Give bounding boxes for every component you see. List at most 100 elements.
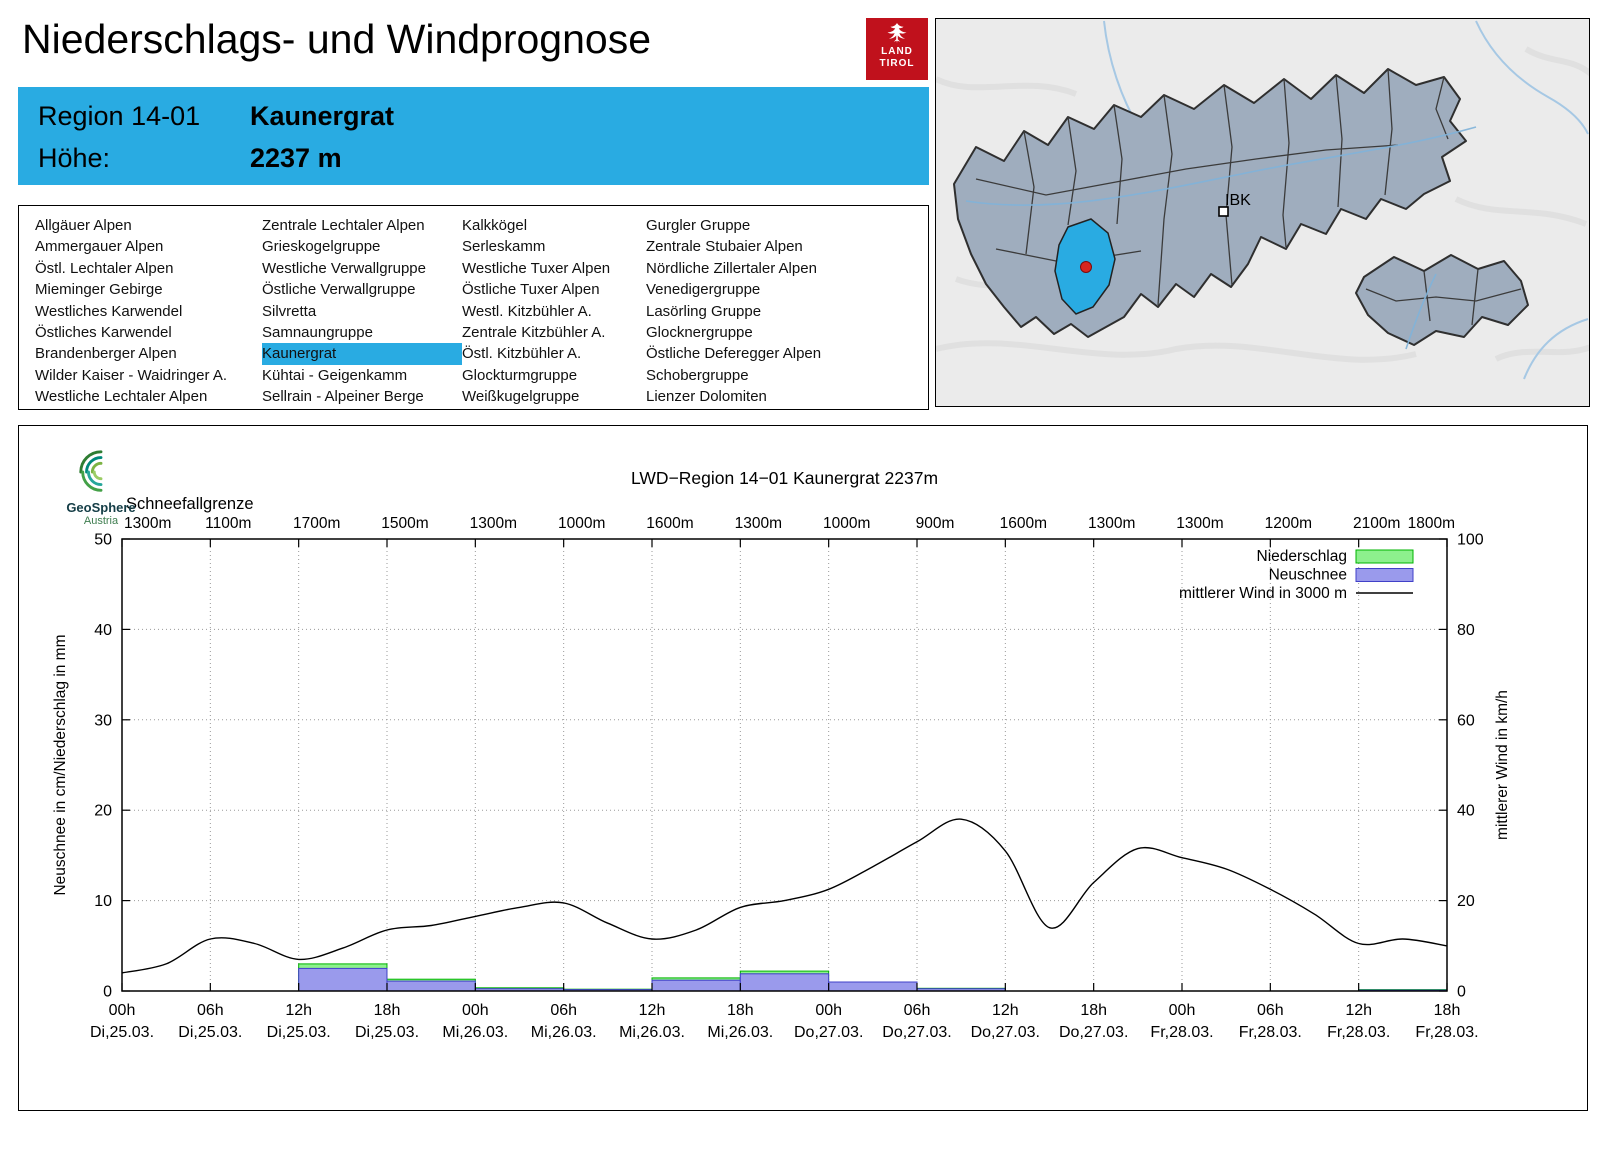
region-item[interactable]: Nördliche Zillertaler Alpen (646, 259, 817, 277)
region-item[interactable]: Östliche Verwallgruppe (262, 281, 416, 299)
svg-text:Di,25.03.: Di,25.03. (267, 1024, 331, 1041)
region-item[interactable]: Glockturmgruppe (462, 366, 578, 384)
region-item[interactable]: Zentrale Lechtaler Alpen (262, 217, 425, 234)
svg-text:0: 0 (103, 984, 112, 1001)
svg-text:18h: 18h (1080, 1002, 1107, 1019)
geosphere-spiral-icon (79, 450, 103, 492)
svg-text:Fr,28.03.: Fr,28.03. (1415, 1024, 1478, 1041)
region-item[interactable]: Kühtai - Geigenkamm (262, 366, 408, 384)
region-item[interactable]: Weißkugelgruppe (462, 388, 580, 406)
svg-text:40: 40 (94, 622, 112, 639)
region-item[interactable]: Östl. Kitzbühler A. (462, 345, 582, 363)
svg-text:1100m: 1100m (205, 515, 251, 532)
svg-text:1800m: 1800m (1408, 515, 1455, 532)
svg-text:Mi,26.03.: Mi,26.03. (619, 1024, 685, 1041)
region-item[interactable]: Zentrale Stubaier Alpen (646, 238, 803, 256)
svg-text:1500m: 1500m (381, 515, 428, 532)
region-item[interactable]: Gurgler Gruppe (646, 217, 751, 234)
svg-text:1200m: 1200m (1265, 515, 1312, 532)
tirol-map: IBK (935, 18, 1590, 407)
region-item[interactable]: Westliches Karwendel (35, 302, 183, 320)
region-item[interactable]: Serleskamm (462, 238, 546, 256)
svg-text:1000m: 1000m (823, 515, 870, 532)
region-item[interactable]: Westliche Tuxer Alpen (462, 259, 611, 277)
region-item[interactable]: Östliche Deferegger Alpen (646, 345, 822, 363)
region-item[interactable]: Glocknergruppe (646, 324, 753, 342)
svg-text:900m: 900m (916, 515, 955, 532)
svg-text:Mi,26.03.: Mi,26.03. (442, 1024, 508, 1041)
region-item[interactable]: Brandenberger Alpen (35, 345, 177, 363)
svg-text:80: 80 (1457, 622, 1475, 639)
region-marker-dot (1080, 261, 1092, 273)
svg-text:Niederschlag: Niederschlag (1257, 548, 1347, 565)
svg-text:1600m: 1600m (1000, 515, 1047, 532)
region-item[interactable]: Grieskogelgruppe (262, 238, 381, 256)
region-item[interactable]: Kaunergrat (262, 343, 462, 365)
svg-text:Di,25.03.: Di,25.03. (355, 1024, 419, 1041)
y-left-ticklabels: 0 10 20 30 40 50 (94, 532, 112, 1001)
region-item[interactable]: Kalkkögel (462, 217, 528, 234)
svg-text:06h: 06h (904, 1002, 931, 1019)
region-item[interactable]: Westliche Lechtaler Alpen (35, 388, 208, 406)
snowline-values: 1300m 1100m 1700m 1500m 1300m 1000m 1600m 1300m… (124, 515, 1455, 532)
region-item[interactable]: Westliche Verwallgruppe (262, 259, 426, 277)
chart-title: LWD−Region 14−01 Kaunergrat 2237m (631, 468, 938, 488)
svg-text:00h: 00h (109, 1002, 136, 1019)
region-item[interactable]: Allgäuer Alpen (35, 217, 132, 234)
svg-text:Do,27.03.: Do,27.03. (1059, 1024, 1128, 1041)
region-item[interactable]: Westl. Kitzbühler A. (462, 302, 592, 320)
svg-text:60: 60 (1457, 712, 1475, 729)
x-ticklabels: 00h 06h 12h 18h 00h 06h 12h 18h 00h 06h 12h 18h 00h 0… (90, 1002, 1479, 1041)
svg-text:Fr,28.03.: Fr,28.03. (1150, 1024, 1213, 1041)
svg-text:12h: 12h (1345, 1002, 1372, 1019)
svg-text:Mi,26.03.: Mi,26.03. (531, 1024, 597, 1041)
region-column: Zentrale Lechtaler Alpen Grieskogelgruppe… (262, 215, 462, 409)
region-item[interactable]: Sellrain - Alpeiner Berge (262, 388, 424, 406)
y-left-axis-label: Neuschnee in cm/Niederschlag in mm (52, 634, 69, 895)
chart-root: LWD−Region 14−01 Kaunergrat 2237m Schneef… (52, 468, 1511, 1041)
region-item[interactable]: Lienzer Dolomiten (646, 388, 767, 406)
svg-text:1700m: 1700m (293, 515, 340, 532)
region-item[interactable]: Schobergruppe (646, 366, 749, 384)
y-right-ticklabels: 0 20 40 60 80 100 (1457, 532, 1484, 1001)
geosphere-name: GeoSphere (66, 500, 136, 515)
svg-text:1000m: 1000m (558, 515, 605, 532)
svg-text:12h: 12h (992, 1002, 1019, 1019)
region-item[interactable]: Wilder Kaiser - Waidringer A. (35, 366, 227, 384)
svg-text:18h: 18h (727, 1002, 754, 1019)
land-tirol-logo: LAND TIROL (866, 18, 928, 80)
forecast-chart: LWD−Region 14−01 Kaunergrat 2237m Schneef… (18, 425, 1588, 1111)
region-item[interactable]: Östl. Lechtaler Alpen (35, 259, 174, 277)
region-number-label: Region 14-01 (38, 100, 201, 131)
region-item[interactable]: Östliche Tuxer Alpen (462, 281, 600, 299)
plot-frame (121, 538, 1448, 992)
svg-text:1300m: 1300m (470, 515, 517, 532)
svg-text:10: 10 (94, 893, 112, 910)
region-item[interactable]: Zentrale Kitzbühler A. (462, 324, 606, 342)
page-title: Niederschlags- und Windprognose (22, 16, 652, 62)
svg-text:Fr,28.03.: Fr,28.03. (1239, 1024, 1302, 1041)
svg-text:18h: 18h (1434, 1002, 1461, 1019)
region-column: Kalkkögel Serleskamm Westliche Tuxer Alpen… (462, 215, 646, 409)
svg-text:1600m: 1600m (646, 515, 693, 532)
svg-text:Mi,26.03.: Mi,26.03. (707, 1024, 773, 1041)
region-item[interactable]: Silvretta (262, 302, 317, 320)
svg-text:50: 50 (94, 532, 112, 549)
region-item[interactable]: Venedigergruppe (646, 281, 761, 299)
tirol-eagle-icon (887, 23, 907, 43)
svg-text:1300m: 1300m (1088, 515, 1135, 532)
svg-text:06h: 06h (1257, 1002, 1284, 1019)
region-column: Gurgler Gruppe Zentrale Stubaier Alpen Nör… (646, 215, 821, 409)
region-item[interactable]: Östliches Karwendel (35, 324, 172, 342)
svg-text:100: 100 (1457, 532, 1484, 549)
region-item[interactable]: Samnaungruppe (262, 324, 373, 342)
region-item[interactable]: Ammergauer Alpen (35, 238, 164, 256)
logo-label-land: LAND (881, 46, 913, 57)
geosphere-logo: GeoSphere Austria (53, 446, 149, 527)
region-item[interactable]: Mieminger Gebirge (35, 281, 163, 299)
region-column: Allgäuer Alpen Ammergauer Alpen Östl. Lech… (35, 215, 262, 409)
region-item[interactable]: Lasörling Gruppe (646, 302, 762, 320)
svg-text:Neuschnee: Neuschnee (1269, 567, 1347, 584)
